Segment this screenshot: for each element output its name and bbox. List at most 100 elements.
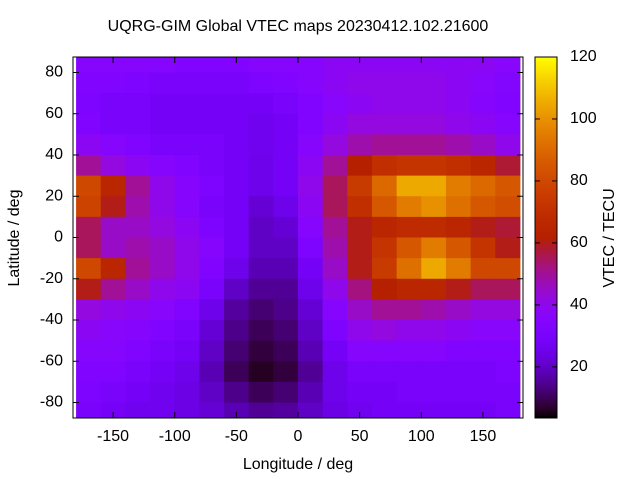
heatmap-cell	[322, 320, 348, 342]
heatmap-cell	[199, 340, 225, 362]
heatmap-cell	[470, 154, 496, 177]
heatmap-cell	[125, 93, 151, 115]
heatmap-cell	[495, 154, 521, 177]
heatmap-cell	[100, 320, 126, 342]
heatmap-cell	[273, 381, 299, 404]
heatmap-cell	[100, 154, 126, 177]
heatmap-cell	[396, 216, 422, 238]
heatmap-cell	[298, 175, 324, 197]
x-tick-label: -50	[225, 428, 248, 445]
heatmap-cell	[421, 72, 447, 94]
heatmap-cell	[248, 93, 274, 115]
heatmap-cell	[224, 113, 250, 135]
heatmap-cell	[421, 361, 447, 383]
heatmap-cell	[371, 278, 398, 300]
heatmap-cell	[199, 402, 225, 418]
heatmap-cell	[125, 134, 151, 156]
heatmap-cell	[445, 381, 472, 404]
heatmap-cell	[371, 299, 398, 321]
heatmap-cell	[495, 340, 521, 362]
heatmap-cell	[371, 258, 398, 280]
heatmap-cell	[495, 320, 521, 342]
heatmap-cell	[347, 340, 373, 362]
heatmap-cell	[248, 402, 274, 418]
heatmap-cell	[371, 72, 398, 94]
heatmap-cell	[322, 57, 348, 73]
heatmap-cell	[396, 57, 422, 73]
heatmap-cell	[150, 134, 176, 156]
heatmap-cell	[396, 72, 422, 94]
heatmap-cell	[100, 278, 126, 300]
heatmap-cell	[199, 72, 225, 94]
heatmap-cell	[371, 237, 398, 259]
heatmap-cell	[174, 216, 200, 238]
heatmap-cell	[470, 237, 496, 259]
heatmap-cell	[199, 381, 225, 404]
heatmap-cell	[76, 196, 102, 218]
heatmap-cell	[371, 134, 398, 156]
colorbar-tick-label: 20	[570, 358, 588, 375]
x-tick-label: 150	[470, 428, 497, 445]
heatmap-cell	[150, 113, 176, 135]
heatmap-cell	[445, 402, 472, 418]
heatmap-cell	[495, 175, 521, 197]
heatmap-cell	[396, 320, 422, 342]
heatmap-cell	[298, 57, 324, 73]
heatmap-cell	[322, 113, 348, 135]
heatmap-cell	[322, 72, 348, 94]
heatmap-cell	[396, 402, 422, 418]
heatmap-cell	[224, 72, 250, 94]
heatmap-cell	[470, 340, 496, 362]
heatmap-cell	[224, 93, 250, 115]
heatmap-cell	[150, 237, 176, 259]
heatmap-cell	[76, 57, 102, 73]
heatmap-cell	[322, 299, 348, 321]
heatmap-cell	[421, 154, 447, 177]
heatmap-cell	[224, 57, 250, 73]
colorbar-tick-label: 120	[570, 48, 597, 65]
heatmap-cell	[125, 361, 151, 383]
heatmap-cell	[76, 72, 102, 94]
heatmap-cell	[100, 93, 126, 115]
heatmap-cell	[421, 57, 447, 73]
heatmap-cell	[125, 57, 151, 73]
heatmap-cell	[76, 93, 102, 115]
y-tick-label: 80	[45, 64, 63, 81]
heatmap-cell	[421, 381, 447, 404]
heatmap-cell	[298, 154, 324, 177]
heatmap-cell	[150, 361, 176, 383]
heatmap-cell	[125, 216, 151, 238]
heatmap-cell	[150, 93, 176, 115]
heatmap-cell	[495, 72, 521, 94]
heatmap-cell	[445, 361, 472, 383]
heatmap-cell	[396, 381, 422, 404]
heatmap-cell	[347, 72, 373, 94]
heatmap-cell	[298, 299, 324, 321]
heatmap-cell	[371, 340, 398, 362]
heatmap-cell	[470, 57, 496, 73]
heatmap-cell	[445, 154, 472, 177]
heatmap-cell	[470, 299, 496, 321]
heatmap-cell	[199, 57, 225, 73]
heatmap-cell	[150, 175, 176, 197]
heatmap-cell	[495, 237, 521, 259]
heatmap-cell	[273, 57, 299, 73]
heatmap-cell	[322, 278, 348, 300]
heatmap-cell	[224, 299, 250, 321]
heatmap-cell	[150, 196, 176, 218]
heatmap-cell	[248, 340, 274, 362]
heatmap-cell	[322, 175, 348, 197]
y-tick-label: 0	[54, 229, 63, 246]
colorbar-tick-label: 40	[570, 296, 588, 313]
heatmap-cell	[150, 381, 176, 404]
heatmap-cell	[125, 299, 151, 321]
heatmap-cell	[100, 381, 126, 404]
heatmap-cell	[298, 134, 324, 156]
x-tick-label: -100	[159, 428, 191, 445]
heatmap-cell	[445, 57, 472, 73]
heatmap-cell	[347, 320, 373, 342]
heatmap-cell	[421, 216, 447, 238]
heatmap-cell	[421, 299, 447, 321]
heatmap-cell	[125, 237, 151, 259]
heatmap-cell	[100, 196, 126, 218]
